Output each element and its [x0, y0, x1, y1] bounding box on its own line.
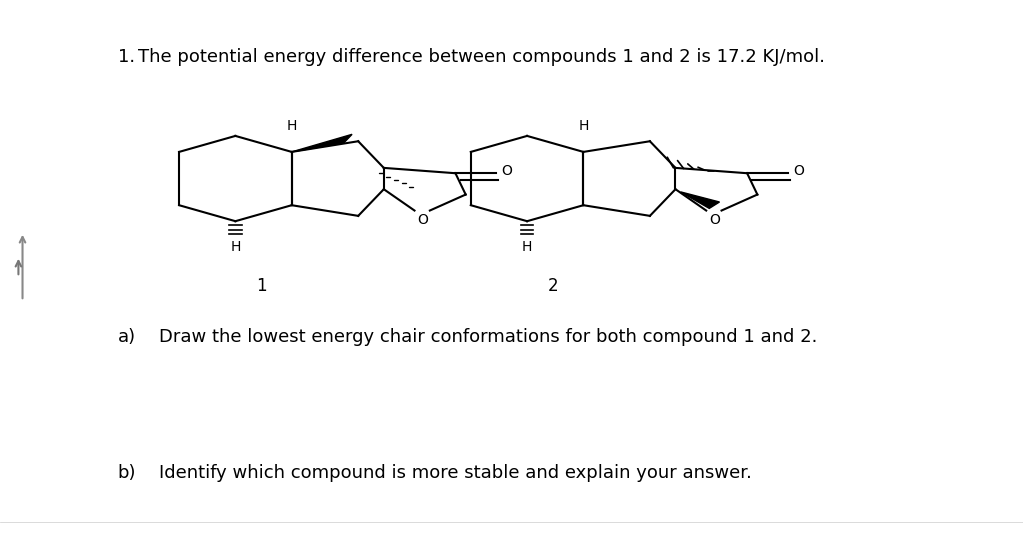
Text: H: H — [230, 240, 241, 254]
Text: b): b) — [118, 464, 136, 482]
Text: The potential energy difference between compounds 1 and 2 is 17.2 KJ/mol.: The potential energy difference between … — [138, 48, 825, 66]
Text: Identify which compound is more stable and explain your answer.: Identify which compound is more stable a… — [159, 464, 752, 482]
Polygon shape — [292, 134, 352, 152]
Text: O: O — [418, 213, 428, 227]
Text: O: O — [502, 164, 512, 177]
Text: 1.: 1. — [118, 48, 135, 66]
Text: H: H — [579, 119, 589, 133]
Polygon shape — [681, 192, 720, 208]
Text: H: H — [287, 119, 297, 133]
Text: a): a) — [118, 328, 136, 346]
Text: 2: 2 — [548, 277, 558, 295]
Text: H: H — [522, 240, 532, 254]
Text: O: O — [794, 164, 804, 177]
Text: 1: 1 — [256, 277, 266, 295]
Text: O: O — [710, 213, 720, 227]
Text: Draw the lowest energy chair conformations for both compound 1 and 2.: Draw the lowest energy chair conformatio… — [159, 328, 817, 346]
